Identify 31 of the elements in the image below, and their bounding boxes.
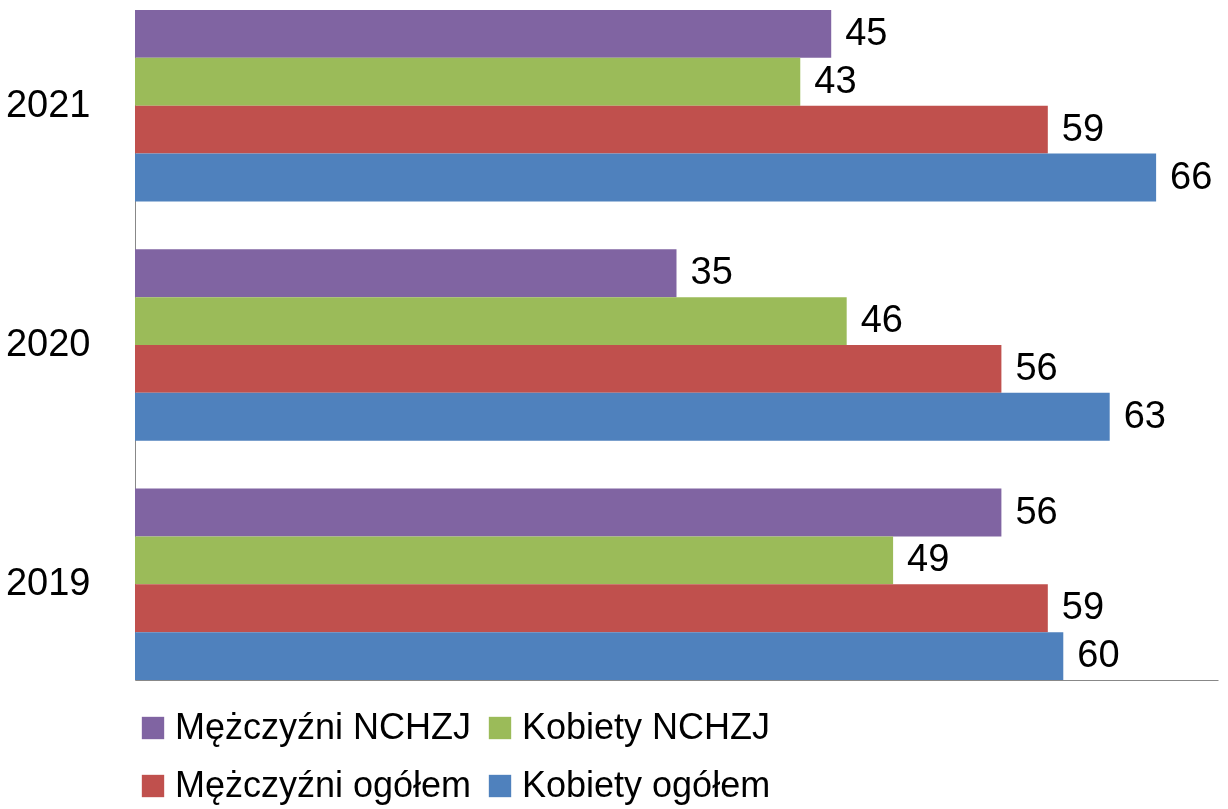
data-label: 56 — [1015, 345, 1058, 388]
bar — [135, 153, 1157, 202]
data-label: 60 — [1077, 633, 1120, 676]
data-label: 59 — [1061, 106, 1105, 149]
legend-label: Mężczyźni NCHZJ — [175, 706, 472, 747]
data-label: 63 — [1123, 393, 1166, 436]
data-label: 56 — [1015, 489, 1058, 532]
data-label: 66 — [1170, 154, 1213, 197]
bar — [135, 297, 847, 345]
legend-label: Kobiety ogółem — [522, 764, 771, 805]
data-label: 45 — [845, 10, 888, 53]
legend-label: Mężczyźni ogółem — [175, 764, 472, 805]
bar — [135, 10, 832, 58]
data-label: 49 — [907, 537, 950, 580]
bar — [135, 249, 677, 298]
legend-label: Kobiety NCHZJ — [522, 706, 771, 747]
bar — [135, 632, 1064, 680]
y-tick-label: 2020 — [5, 322, 91, 364]
data-label: 35 — [690, 250, 733, 293]
y-tick-label: 2021 — [5, 82, 91, 125]
bar — [135, 536, 894, 585]
bar — [135, 345, 1002, 393]
data-label: 46 — [860, 298, 903, 341]
bar — [135, 57, 801, 106]
data-label: 43 — [814, 58, 857, 101]
bar — [135, 392, 1110, 441]
bar — [135, 105, 1048, 154]
bar — [135, 584, 1048, 633]
data-label: 59 — [1061, 585, 1105, 628]
y-tick-label: 2019 — [5, 561, 91, 604]
bar — [135, 488, 1002, 537]
